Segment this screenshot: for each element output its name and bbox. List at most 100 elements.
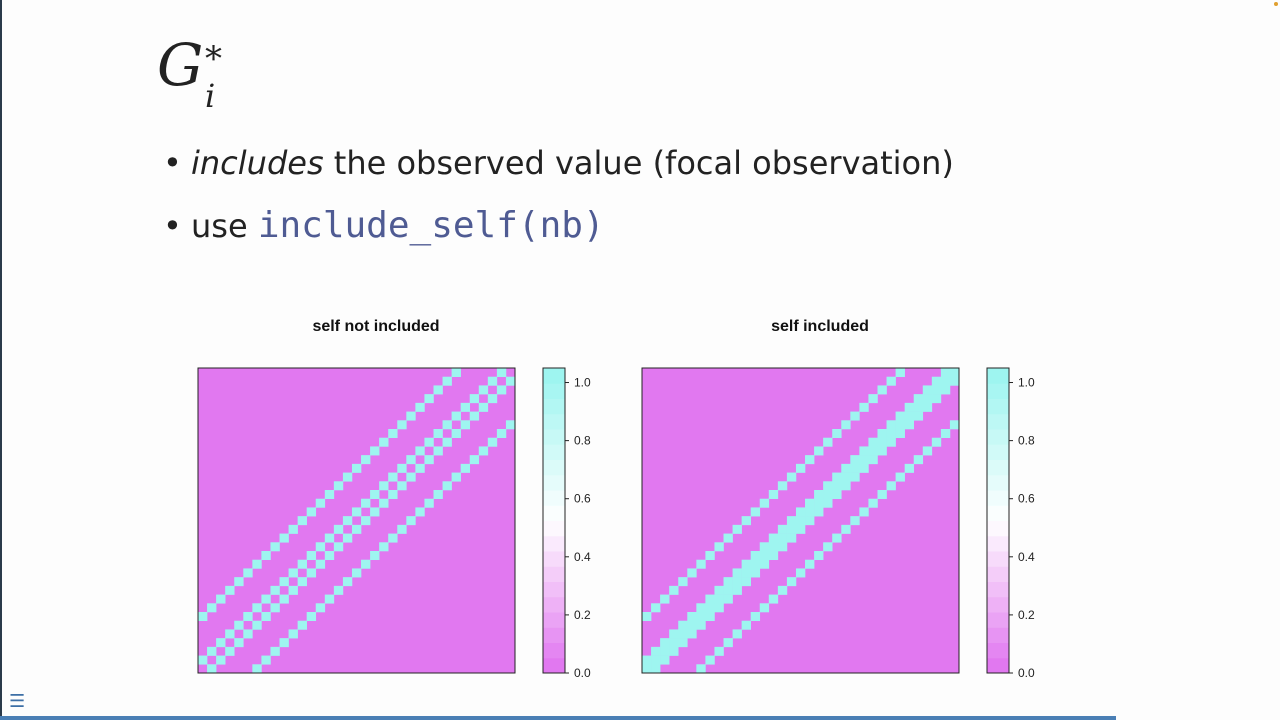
heatmap-cell (487, 376, 498, 386)
heatmap-cell (732, 629, 742, 639)
heatmap-cell (841, 463, 851, 473)
bullet-item: • includes the observed value (focal obse… (163, 144, 954, 182)
heatmap-cell (859, 446, 869, 456)
heatmap-cell (306, 551, 317, 561)
heatmap-cell (832, 472, 842, 482)
heatmap-cell (841, 481, 851, 491)
heatmap-cell (850, 455, 860, 465)
heatmap-cell (660, 646, 670, 656)
heatmap-cell (460, 463, 471, 473)
heatmap-frame (641, 367, 960, 674)
heatmap-cell (379, 481, 389, 491)
heatmap-cell (940, 376, 951, 386)
bullet-dot: • (163, 144, 182, 182)
heatmap-cell (859, 463, 869, 473)
heatmap-cell (660, 638, 670, 648)
heatmap-cell (741, 516, 751, 526)
heatmap-cell (759, 603, 770, 613)
heatmap-cell (805, 455, 815, 465)
heatmap-cell (397, 481, 407, 491)
heatmap-cell (279, 594, 289, 604)
legend-color-step (543, 581, 565, 598)
heatmap-cell (777, 585, 788, 595)
legend-color-step (543, 459, 565, 476)
legend-tick-label: 0.6 (1018, 492, 1035, 506)
heatmap-cell (469, 394, 480, 404)
heatmap-cell (651, 603, 661, 613)
heatmap-cell (297, 516, 307, 526)
heatmap-cell (379, 542, 389, 552)
heatmap-cell (696, 559, 706, 569)
legend-color-step (987, 398, 1009, 415)
heatmap-cell (351, 524, 362, 534)
heatmap-cell (333, 481, 344, 491)
heatmap-cell (370, 446, 380, 456)
heatmap-cell (487, 437, 498, 447)
heatmap-cell (850, 472, 860, 482)
heatmap-cell (949, 420, 960, 430)
heatmap-cell (705, 551, 715, 561)
heatmap-cell (759, 559, 770, 569)
heatmap-cell (433, 490, 443, 500)
legend-color-step (543, 566, 565, 582)
legend-color-step (987, 627, 1009, 643)
legend-color-step (987, 413, 1009, 430)
legend-color-step (543, 551, 565, 567)
heatmap-cell (288, 524, 298, 534)
heatmap-cell (805, 498, 815, 508)
heatmap-cell (342, 472, 353, 482)
heatmap-cell (850, 411, 860, 421)
heatmap-cell (877, 437, 887, 447)
heatmap-cell (451, 472, 461, 482)
slide-progress-bar (0, 716, 1116, 720)
heatmap-cell (868, 394, 878, 404)
heatmap-cell (759, 542, 770, 552)
heatmap-cell (442, 481, 452, 491)
legend-color-step (543, 657, 565, 674)
legend-tick-label: 0.6 (574, 492, 591, 506)
heatmap-cell (388, 429, 398, 439)
heatmap-cell (442, 376, 452, 386)
legend-color-step (987, 657, 1009, 674)
heatmap-cell (442, 420, 452, 430)
heatmap-cell (361, 559, 371, 569)
heatmap-cell (841, 524, 851, 534)
heatmap-cell (669, 629, 679, 639)
heatmap-cell (705, 612, 715, 622)
heatmap-cell (415, 507, 425, 517)
heatmap-cell (216, 655, 226, 665)
heatmap-cell (342, 533, 353, 543)
heatmap-background (198, 368, 515, 673)
legend-color-step (987, 444, 1009, 460)
heatmap-cell (886, 376, 896, 386)
heatmap-cell (741, 577, 751, 587)
heatmap-cell (877, 429, 887, 439)
heatmap-cell (705, 594, 715, 604)
heatmap-cell (877, 385, 887, 395)
heatmap-cell (370, 490, 380, 500)
heatmap-cell (678, 577, 688, 587)
heatmap-cell (270, 585, 280, 595)
heatmap-cell (207, 603, 217, 613)
heatmap-cell (642, 664, 652, 674)
heatmap-cell (931, 376, 942, 386)
heatmap-cell (750, 559, 761, 569)
heatmap-cell (859, 507, 869, 517)
heatmap-cell (750, 507, 761, 517)
heatmap-cell (732, 568, 742, 578)
heatmap-cell (886, 429, 896, 439)
heatmap-cell (261, 612, 271, 622)
heatmap-cell (886, 481, 896, 491)
heatmap-cell (315, 559, 326, 569)
heatmap-cell (351, 507, 362, 517)
heatmap-cell (696, 664, 706, 674)
heatmap-cell (660, 655, 670, 665)
heatmap-cell (460, 420, 471, 430)
heatmap-cell (424, 498, 434, 508)
hamburger-menu-icon[interactable]: ☰ (9, 691, 26, 712)
heatmap-cell (814, 507, 824, 517)
heatmap-cell (687, 568, 697, 578)
heatmap-cell (487, 394, 498, 404)
heatmap-cell (342, 516, 353, 526)
